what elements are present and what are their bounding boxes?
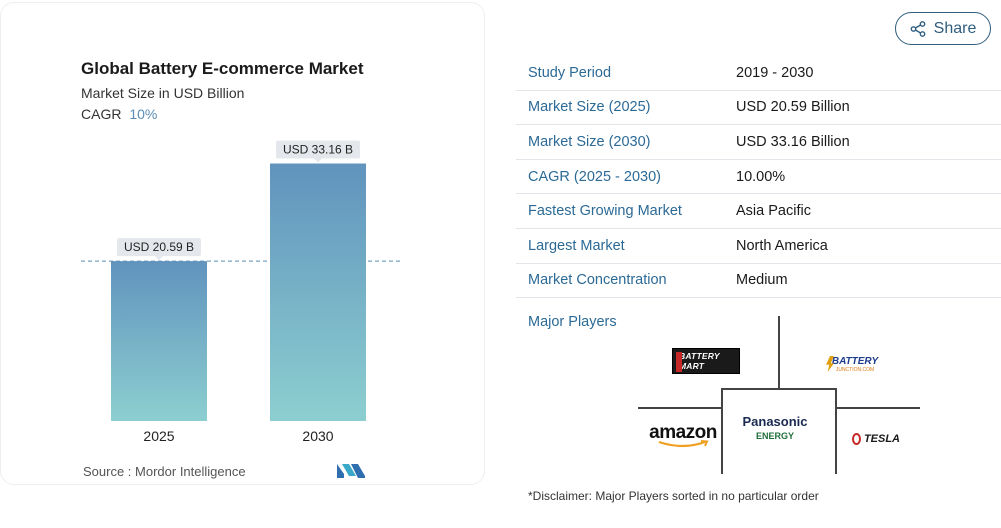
grid-divider [721,388,723,474]
data-label-pointer [155,256,163,261]
info-row-concentration: Market Concentration Medium [516,264,1001,299]
cagr-label: CAGR [81,106,122,122]
x-tick-label: 2025 [143,428,174,444]
info-label: Fastest Growing Market [528,203,682,220]
grid-divider [835,388,837,474]
info-value: Medium [736,272,788,289]
info-label: Market Concentration [528,272,667,289]
info-label: Largest Market [528,237,625,254]
chart-cagr: CAGR 10% [81,106,157,122]
battery-junction-logo-subtext: JUNCTION.COM [835,366,875,373]
share-icon [910,20,926,37]
panasonic-logo-subtext: ENERGY [755,430,794,441]
info-label: Market Size (2030) [528,133,651,150]
market-chart-card: USD 20.59 B 2025 USD 33.16 B 2030 Global Ba… [0,2,485,485]
data-label-bg [276,140,360,159]
bar-2030 [270,163,366,422]
data-label-bg [117,238,201,257]
info-row-largest-market: Largest Market North America [516,229,1001,264]
info-value: USD 33.16 Billion [736,133,850,150]
info-value: USD 20.59 Billion [736,99,850,116]
major-players-label: Major Players [528,314,617,330]
panasonic-logo-text: Panasonic [742,413,808,429]
battery-junction-logo-text: BATTERY [831,355,879,367]
battery-mart-logo: BATTERY MART [672,348,740,374]
info-row-study-period: Study Period 2019 - 2030 [516,56,1001,91]
info-row-fastest-growing: Fastest Growing Market Asia Pacific [516,194,1001,229]
grid-divider [778,316,780,388]
panasonic-energy-logo: Panasonic ENERGY [740,409,810,445]
info-label: Study Period [528,64,612,81]
cagr-value: 10% [129,106,158,122]
info-row-cagr: CAGR (2025 - 2030) 10.00% [516,160,1001,195]
amazon-logo: amazon [648,420,718,450]
mordor-intelligence-logo-icon [337,464,365,478]
disclaimer: *Disclaimer: Major Players sorted in no … [528,489,819,503]
tesla-power-logo: TESLA [852,429,900,449]
market-info-table: Study Period 2019 - 2030 Market Size (20… [516,56,1001,299]
share-label: Share [933,19,977,37]
tesla-logo-text: TESLA [863,433,900,445]
info-value: North America [736,237,828,254]
chart-source: Source : Mordor Intelligence [83,464,246,479]
chart-title: Global Battery E-commerce Market [81,59,364,78]
info-value: 10.00% [736,168,786,185]
data-label: USD 33.16 B [283,143,353,157]
lightning-bolt-icon [826,356,834,372]
info-row-market-size-2030: Market Size (2030) USD 33.16 Billion [516,125,1001,160]
info-value: Asia Pacific [736,203,811,220]
amazon-logo-text: amazon [649,421,717,443]
bar-chart: USD 20.59 B 2025 USD 33.16 B 2030 [81,140,401,444]
grid-divider [836,407,920,409]
info-label: Market Size (2025) [528,99,651,116]
tesla-circle-icon [852,433,861,445]
x-tick-label: 2030 [302,428,333,444]
data-label-pointer [314,158,322,163]
info-label: CAGR (2025 - 2030) [528,168,661,185]
grid-divider [638,407,722,409]
chart-subtitle: Market Size in USD Billion [81,85,245,101]
info-row-market-size-2025: Market Size (2025) USD 20.59 Billion [516,91,1001,126]
data-label: USD 20.59 B [124,240,194,254]
share-button[interactable]: Share [895,12,991,45]
battery-junction-logo: BATTERY JUNCTION.COM [824,352,886,378]
info-value: 2019 - 2030 [736,64,814,81]
grid-divider [721,388,837,390]
bar-2025 [111,261,207,421]
amazon-smile-icon [658,439,709,447]
battery-mart-mark-icon [676,352,682,372]
battery-mart-logo-text: BATTERY MART [679,351,720,371]
